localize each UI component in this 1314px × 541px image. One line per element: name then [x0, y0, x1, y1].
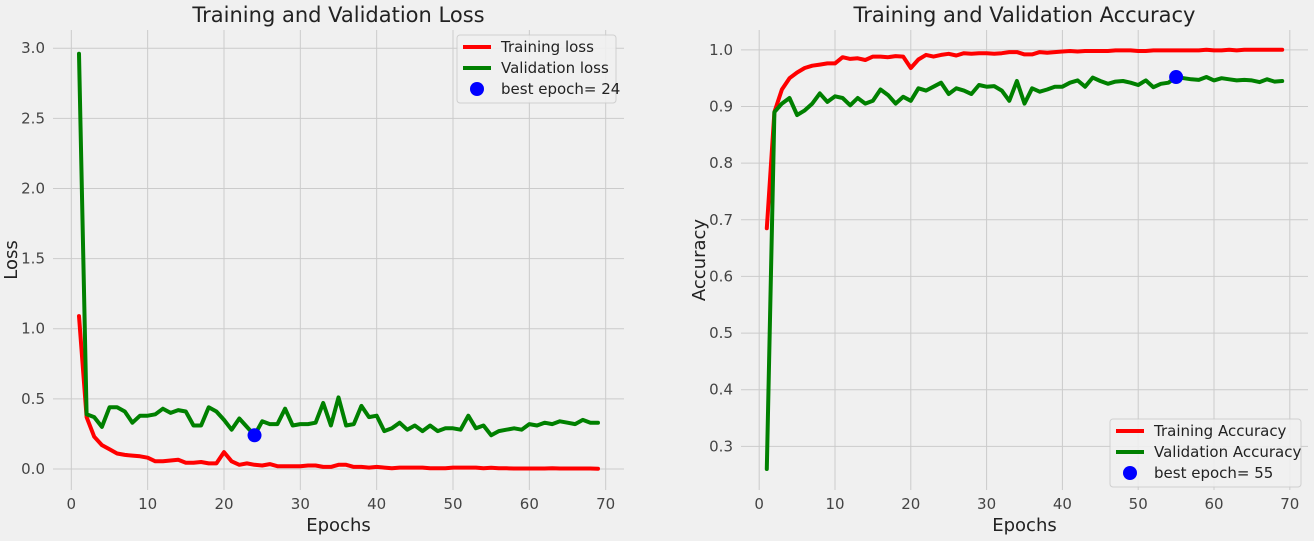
y-axis-label: Accuracy	[689, 219, 710, 302]
x-axis-label: Epochs	[992, 515, 1057, 536]
legend-frame	[1109, 418, 1302, 488]
x-tick-label: 20	[214, 495, 233, 513]
x-tick-label: 10	[825, 495, 844, 513]
y-tick-label: 0.5	[709, 324, 733, 342]
series-line-training-accuracy	[764, 47, 1285, 231]
x-tick-label: 40	[367, 495, 386, 513]
y-tick-label: 0.5	[21, 390, 45, 408]
y-tick-label: 2.5	[21, 109, 45, 127]
x-tick-label: 60	[520, 495, 539, 513]
legend-marker	[470, 82, 484, 96]
legend-frame	[456, 34, 617, 104]
y-tick-label: 0.9	[709, 97, 733, 115]
legend: Training Accuracy Validation Accuracy best…	[1109, 418, 1302, 488]
x-tick-label: 0	[754, 495, 764, 513]
y-tick-label: 0.6	[709, 267, 733, 285]
series-line-training-loss	[77, 314, 600, 471]
x-tick-label: 70	[1280, 495, 1299, 513]
y-axis-label: Loss	[1, 240, 22, 279]
legend-label: best epoch= 55	[1154, 464, 1273, 482]
y-tick-label: 3.0	[21, 39, 45, 57]
chart-title: Training and Validation Accuracy	[853, 3, 1196, 27]
x-tick-label: 10	[138, 495, 157, 513]
best-epoch-point	[1169, 70, 1184, 85]
x-tick-label: 30	[291, 495, 310, 513]
y-tick-label: 0.4	[709, 381, 733, 399]
x-tick-label: 50	[443, 495, 462, 513]
x-tick-label: 30	[977, 495, 996, 513]
grid	[53, 30, 624, 490]
legend-marker	[1123, 466, 1137, 480]
best-epoch-point	[247, 428, 262, 443]
series-line-validation-loss	[77, 51, 600, 438]
y-tick-label: 2.0	[21, 179, 45, 197]
x-tick-label: 70	[596, 495, 615, 513]
loss-chart: 0 10 20 30 40 50 60 70 0.0 0.5 1.0 1.5 2.0 2.5 3.0 Trai…	[1, 3, 624, 536]
x-tick-label: 60	[1204, 495, 1223, 513]
legend: Training loss Validation loss best epoch= …	[456, 34, 620, 104]
accuracy-chart: 0 10 20 30 40 50 60 70 0.3 0.4 0.5 0.6 0.7 0.8 0.9 1.0 T…	[689, 3, 1308, 536]
x-tick-label: 40	[1053, 495, 1072, 513]
y-tick-label: 0.7	[709, 211, 733, 229]
legend-label: best epoch= 24	[501, 80, 620, 98]
legend-label: Training Accuracy	[1153, 422, 1287, 440]
legend-label: Validation loss	[501, 59, 609, 77]
y-tick-label: 0.3	[709, 437, 733, 455]
chart-title: Training and Validation Loss	[191, 3, 484, 27]
y-tick-label: 0.8	[709, 154, 733, 172]
y-tick-label: 1.0	[709, 41, 733, 59]
x-axis-label: Epochs	[306, 515, 371, 536]
y-tick-label: 0.0	[21, 460, 45, 478]
series-line-validation-accuracy	[764, 75, 1285, 471]
legend-label: Validation Accuracy	[1154, 443, 1301, 461]
y-tick-label: 1.0	[21, 320, 45, 338]
y-tick-label: 1.5	[21, 250, 45, 268]
x-tick-label: 0	[67, 495, 77, 513]
x-tick-label: 50	[1129, 495, 1148, 513]
x-tick-label: 20	[901, 495, 920, 513]
legend-label: Training loss	[500, 38, 594, 56]
